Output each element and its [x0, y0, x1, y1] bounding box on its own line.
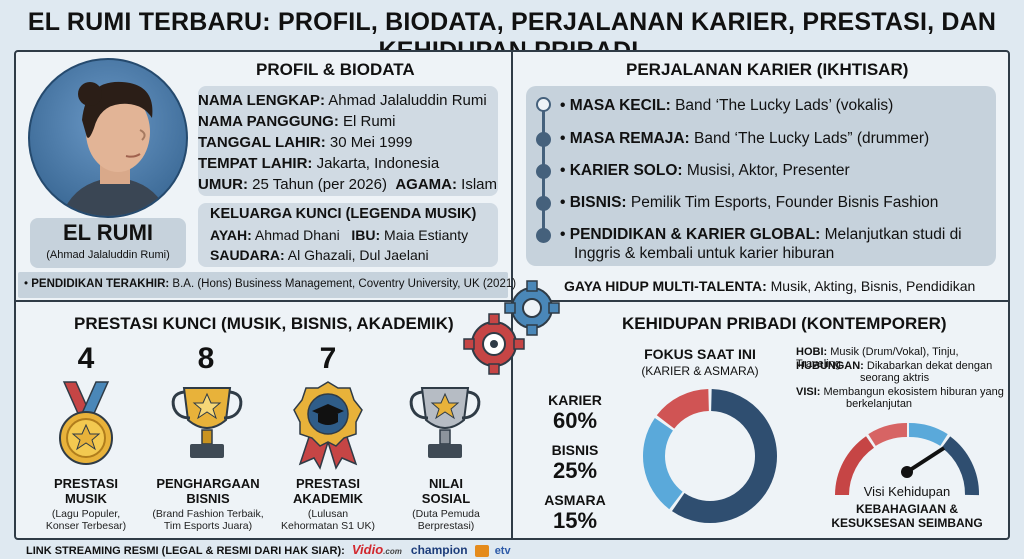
career-item-solo: • KARIER SOLO: Musisi, Aktor, Presenter	[560, 162, 850, 179]
silver-trophy-icon	[409, 387, 481, 458]
achievement-label: PRESTASI AKADEMIK	[292, 476, 364, 506]
focus-title: FOKUS SAAT INI	[644, 346, 756, 362]
career-item-business: • BISNIS: Pemilik Tim Esports, Founder B…	[560, 194, 939, 211]
achievements-section-title: PRESTASI KUNCI (MUSIK, BISNIS, AKADEMIK)	[74, 314, 454, 333]
career-item-education-cont: Inggris & kembali untuk karier hiburan	[574, 245, 835, 262]
career-section-title: PERJALANAN KARIER (IKHTISAR)	[626, 60, 909, 79]
achievement-sub: (Brand Fashion Terbaik, Tim Esports Juara…	[152, 508, 264, 532]
academic-badge-icon	[293, 381, 363, 470]
family-title: KELUARGA KUNCI (LEGENDA MUSIK)	[210, 206, 477, 222]
category-value: 25%	[552, 458, 598, 483]
timeline-dot	[536, 97, 551, 112]
medal-icon	[59, 381, 113, 465]
achievement-sub: (Lagu Populer, Konser Terbesar)	[45, 508, 127, 532]
gauge-icon	[835, 422, 980, 496]
channel-logo-icon	[474, 545, 489, 558]
divider-horizontal	[14, 300, 1010, 302]
relation-line: HUBUNGAN: Dikabarkan dekat dengan seorang…	[796, 360, 993, 384]
achievement-count: 7	[319, 342, 337, 375]
champion-link[interactable]: champion	[410, 543, 468, 557]
career-box	[526, 86, 996, 266]
family-siblings: SAUDARA: Al Ghazali, Dul Jaelani	[210, 247, 429, 263]
divider-vertical	[511, 50, 513, 540]
achievement-label: PRESTASI MUSIK	[53, 476, 119, 506]
bio-birth-place: TEMPAT LAHIR: Jakarta, Indonesia	[198, 155, 440, 172]
category-value: 15%	[552, 508, 598, 533]
vidio-link[interactable]: Vidio.com	[351, 542, 402, 557]
career-item-teen: • MASA REMAJA: Band ‘The Lucky Lads” (dr…	[560, 130, 930, 147]
gauge-caption: KEBAHAGIAAN & KESUKSESAN SEIMBANG	[831, 502, 983, 530]
category-value: 60%	[552, 408, 598, 433]
timeline-dot	[536, 196, 551, 211]
avatar	[28, 58, 188, 218]
lifestyle-line: GAYA HIDUP MULTI-TALENTA: Musik, Akting,…	[564, 278, 976, 294]
education-bar	[18, 272, 508, 298]
category-label: ASMARA	[544, 492, 606, 508]
achievement-sub: (Lulusan Kehormatan S1 UK)	[281, 508, 375, 532]
achievement-label: PENGHARGAAN BISNIS	[156, 476, 260, 506]
category-label: BISNIS	[551, 442, 599, 458]
achievement-sub: (Duta Pemuda Berprestasi)	[412, 508, 480, 532]
bio-stage-name: NAMA PANGGUNG: El Rumi	[198, 113, 396, 130]
bio-birth-date: TANGGAL LAHIR: 30 Mei 1999	[198, 134, 413, 151]
timeline-dot	[536, 228, 551, 243]
career-item-childhood: • MASA KECIL: Band ‘The Lucky Lads’ (vok…	[560, 97, 894, 114]
bio-age-religion: UMUR: 25 Tahun (per 2026) AGAMA: Islam	[198, 176, 498, 193]
achievement-label: NILAI SOSIAL	[421, 476, 471, 506]
achievement-count: 4	[77, 342, 95, 375]
etv-link[interactable]: etv	[494, 545, 511, 557]
timeline-dot	[536, 164, 551, 179]
family-box	[198, 203, 498, 267]
focus-subtitle: (KARIER & ASMARA)	[641, 364, 759, 378]
donut-slice-asmara	[656, 389, 710, 430]
biodata-box	[198, 86, 498, 196]
display-name-sub: (Ahmad Jalaluddin Rumi)	[46, 249, 170, 261]
portrait-illustration	[61, 81, 169, 216]
gears-icon	[463, 280, 560, 375]
achievement-count: 8	[197, 342, 215, 375]
category-label: KARIER	[548, 392, 602, 408]
profile-section-title: PROFIL & BIODATA	[256, 60, 415, 79]
donut-slice-bisnis	[643, 417, 684, 510]
display-name: EL RUMI	[62, 220, 154, 245]
footer-streaming-links: LINK STREAMING RESMI (LEGAL & RESMI DARI…	[26, 542, 511, 558]
timeline-dot	[536, 132, 551, 147]
hobby-line: HOBI: Musik (Drum/Vokal), Tinju, Traveli…	[796, 346, 959, 370]
vision-line: VISI: Membangun ekosistem hiburan yang be…	[796, 386, 1004, 410]
focus-donut-chart	[643, 389, 777, 523]
personal-section-title: KEHIDUPAN PRIBADI (KONTEMPORER)	[622, 314, 947, 333]
gauge-label: Visi Kehidupan	[863, 484, 951, 499]
name-badge	[30, 218, 186, 268]
trophy-icon	[171, 387, 243, 458]
career-item-education: • PENDIDIKAN & KARIER GLOBAL: Melanjutka…	[560, 226, 962, 243]
donut-slice-karier	[672, 389, 777, 523]
family-parents: AYAH: Ahmad Dhani IBU: Maia Estianty	[210, 227, 469, 243]
bio-full-name: NAMA LENGKAP: Ahmad Jalaluddin Rumi	[198, 92, 487, 109]
education-line: • PENDIDIKAN TERAKHIR: B.A. (Hons) Busin…	[24, 278, 517, 290]
